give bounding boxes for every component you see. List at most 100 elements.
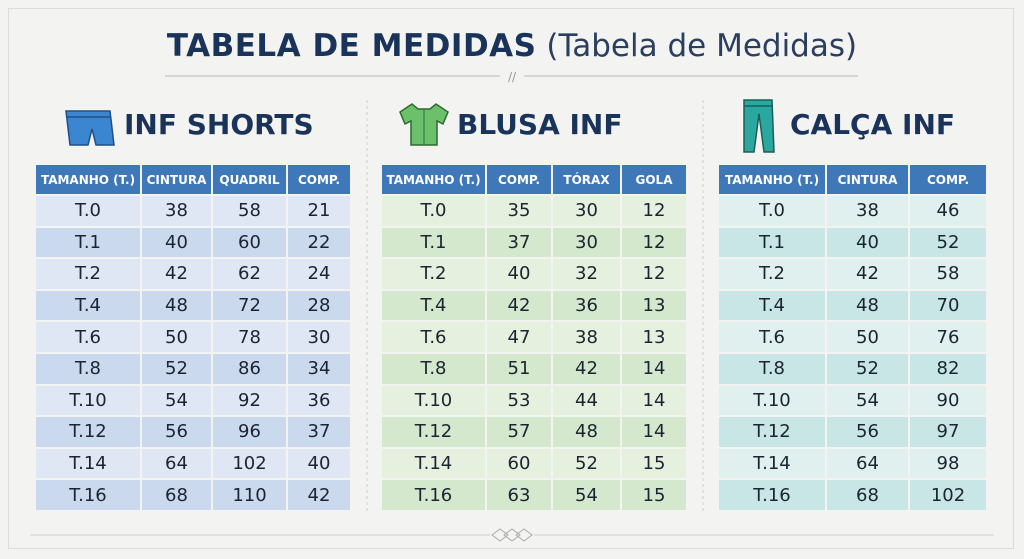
cell: T.10 [719, 385, 825, 416]
cell: 68 [827, 480, 908, 510]
cell: 12 [622, 259, 686, 289]
cell: 102 [213, 448, 286, 479]
cell: 48 [553, 417, 620, 447]
table-row: T.12 56 96 37 [36, 417, 350, 447]
cell: 58 [910, 259, 986, 289]
cell: 15 [622, 448, 686, 479]
table-body: T.0 38 58 21 T.1 40 60 22 T.2 42 62 24 T.4 48 72 28 T.6 5… [36, 196, 350, 510]
cell: 36 [553, 290, 620, 321]
table-head: TAMANHO (T.) CINTURA QUADRIL COMP. [36, 165, 350, 194]
cell: 98 [910, 448, 986, 479]
column-header: TAMANHO (T.) [36, 165, 140, 194]
cell: 42 [288, 480, 350, 510]
table-row: T.2 42 62 24 [36, 259, 350, 289]
cell: 36 [288, 385, 350, 416]
cell: T.12 [36, 417, 140, 447]
cell: T.4 [36, 290, 140, 321]
column-header: TAMANHO (T.) [719, 165, 825, 194]
cell: 37 [487, 227, 551, 258]
header-row: TAMANHO (T.) CINTURA QUADRIL COMP. [36, 165, 350, 194]
table-head: TAMANHO (T.) COMP. TÓRAX GOLA [382, 165, 686, 194]
column-header: COMP. [288, 165, 350, 194]
table-title: INF SHORTS [124, 108, 314, 141]
cell: T.4 [382, 290, 485, 321]
cell: 12 [622, 196, 686, 226]
cell: 40 [827, 227, 908, 258]
cell: 60 [213, 227, 286, 258]
cell: T.8 [719, 353, 825, 384]
size-table: TAMANHO (T.) COMP. TÓRAX GOLA T.0 35 30 12 T.1 37… [380, 163, 688, 512]
cell: 53 [487, 385, 551, 416]
cell: T.0 [719, 196, 825, 226]
cell: 90 [910, 385, 986, 416]
table-row: T.6 50 76 [719, 322, 986, 352]
cell: T.12 [382, 417, 485, 447]
table-row: T.0 35 30 12 [382, 196, 686, 226]
column-header: CINTURA [827, 165, 908, 194]
cell: 52 [827, 353, 908, 384]
table-row: T.14 60 52 15 [382, 448, 686, 479]
column-header: GOLA [622, 165, 686, 194]
title: TABELA DE MEDIDAS [166, 28, 537, 64]
cell: 48 [827, 290, 908, 321]
header-row: TAMANHO (T.) COMP. TÓRAX GOLA [382, 165, 686, 194]
cell: 35 [487, 196, 551, 226]
cell: 76 [910, 322, 986, 352]
cell: T.6 [382, 322, 485, 352]
column-header: TÓRAX [553, 165, 620, 194]
table-row: T.16 68 102 [719, 480, 986, 510]
cell: T.0 [382, 196, 485, 226]
cell: T.8 [36, 353, 140, 384]
cell: 42 [487, 290, 551, 321]
cell: 56 [142, 417, 211, 447]
cell: T.14 [719, 448, 825, 479]
cell: 52 [142, 353, 211, 384]
cell: 42 [827, 259, 908, 289]
table-row: T.14 64 102 40 [36, 448, 350, 479]
header-row: TAMANHO (T.) CINTURA COMP. [719, 165, 986, 194]
cell: 47 [487, 322, 551, 352]
column-header: COMP. [910, 165, 986, 194]
cell: 54 [827, 385, 908, 416]
cell: 58 [213, 196, 286, 226]
cell: 62 [213, 259, 286, 289]
cell: 13 [622, 290, 686, 321]
svg-text://: // [508, 70, 517, 84]
cell: 42 [142, 259, 211, 289]
cell: 52 [553, 448, 620, 479]
table-row: T.10 54 92 36 [36, 385, 350, 416]
cell: T.10 [382, 385, 485, 416]
table-head: TAMANHO (T.) CINTURA COMP. [719, 165, 986, 194]
cell: 60 [487, 448, 551, 479]
cell: T.1 [719, 227, 825, 258]
cell: 72 [213, 290, 286, 321]
cell: T.8 [382, 353, 485, 384]
cell: 102 [910, 480, 986, 510]
cell: T.10 [36, 385, 140, 416]
table-row: T.16 63 54 15 [382, 480, 686, 510]
cell: 51 [487, 353, 551, 384]
cell: 34 [288, 353, 350, 384]
table-row: T.2 40 32 12 [382, 259, 686, 289]
table-row: T.4 48 72 28 [36, 290, 350, 321]
column-header: COMP. [487, 165, 551, 194]
cell: 63 [487, 480, 551, 510]
table-row: T.8 52 86 34 [36, 353, 350, 384]
cell: 30 [288, 322, 350, 352]
column-header: CINTURA [142, 165, 211, 194]
table-row: T.1 40 52 [719, 227, 986, 258]
cell: 52 [910, 227, 986, 258]
table-row: T.8 51 42 14 [382, 353, 686, 384]
cell: 64 [142, 448, 211, 479]
cell: 38 [553, 322, 620, 352]
cell: 28 [288, 290, 350, 321]
table-title: BLUSA INF [457, 108, 623, 141]
cell: 15 [622, 480, 686, 510]
cell: T.16 [382, 480, 485, 510]
cell: 46 [910, 196, 986, 226]
table-row: T.0 38 46 [719, 196, 986, 226]
cell: T.14 [382, 448, 485, 479]
cell: 22 [288, 227, 350, 258]
cell: 14 [622, 385, 686, 416]
cell: 54 [553, 480, 620, 510]
